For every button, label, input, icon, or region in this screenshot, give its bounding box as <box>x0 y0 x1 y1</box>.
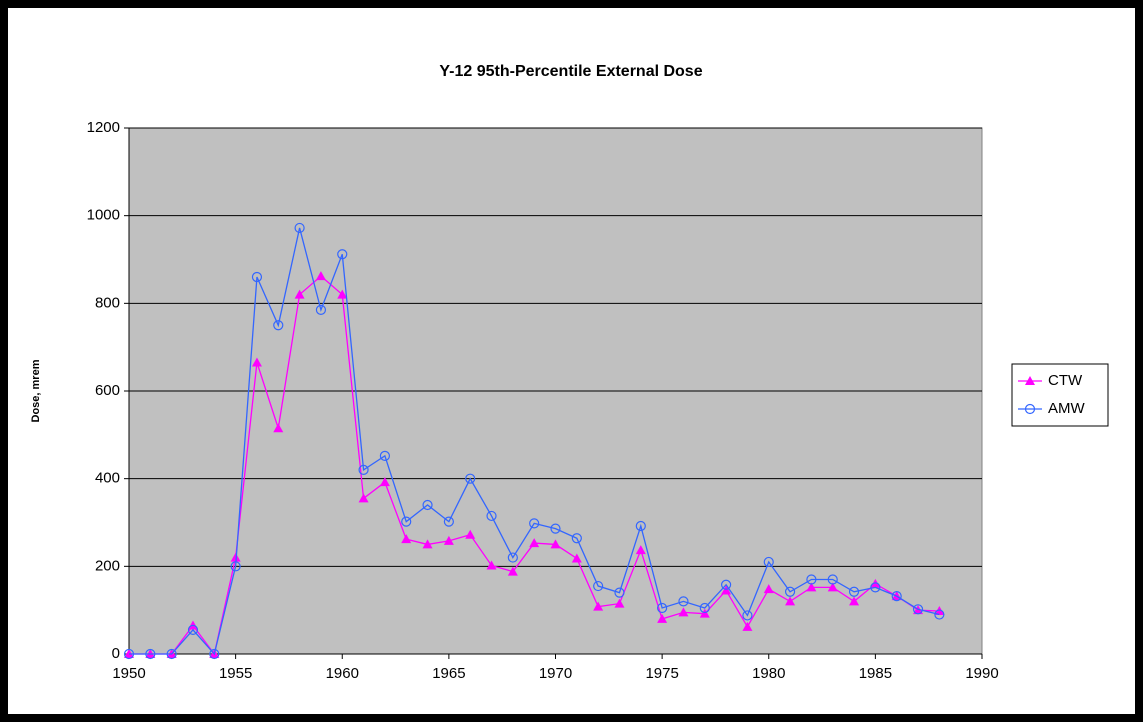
marker <box>337 249 348 260</box>
marker <box>657 613 668 623</box>
marker <box>294 222 305 234</box>
y-tick-label: 0 <box>112 645 120 662</box>
marker <box>593 601 604 611</box>
x-tick-label: 1990 <box>965 665 998 682</box>
marker <box>870 582 881 593</box>
y-tick-label: 200 <box>95 557 120 574</box>
x-tick-label: 1955 <box>219 665 252 682</box>
marker <box>635 520 646 532</box>
marker <box>507 566 518 576</box>
marker <box>614 598 625 608</box>
marker <box>1025 376 1035 385</box>
marker <box>849 596 860 606</box>
series-line <box>129 227 940 656</box>
marker <box>465 529 476 539</box>
marker <box>486 560 497 570</box>
y-tick-label: 400 <box>95 470 120 487</box>
marker <box>443 535 454 545</box>
y-tick-label: 1000 <box>87 207 120 224</box>
marker <box>209 648 220 660</box>
y-tick-label: 800 <box>95 294 120 311</box>
marker <box>358 493 369 503</box>
legend: CTW AMW <box>1011 363 1109 427</box>
marker <box>635 545 646 555</box>
marker <box>187 624 199 635</box>
marker <box>550 539 561 549</box>
x-tick-label: 1970 <box>539 665 572 682</box>
x-tick-label: 1950 <box>112 665 145 682</box>
marker <box>763 556 774 568</box>
marker <box>230 561 241 572</box>
marker <box>721 585 732 595</box>
y-axis-label: Dose, mrem <box>30 359 42 422</box>
marker <box>315 271 326 281</box>
marker <box>571 533 582 544</box>
marker <box>379 450 390 461</box>
y-tick-label: 600 <box>95 382 120 399</box>
marker <box>166 648 177 660</box>
marker <box>934 609 945 620</box>
marker <box>401 534 412 544</box>
marker <box>614 587 625 598</box>
marker <box>763 584 774 594</box>
marker <box>806 574 817 585</box>
y-tick-label: 1200 <box>87 119 120 136</box>
marker <box>891 591 902 602</box>
marker <box>806 582 817 592</box>
marker <box>699 602 710 614</box>
marker <box>720 579 732 590</box>
marker <box>379 477 390 487</box>
legend-box <box>1011 363 1109 427</box>
marker <box>529 538 540 548</box>
marker <box>123 648 135 660</box>
x-tick-label: 1980 <box>752 665 785 682</box>
legend-label: CTW <box>1048 372 1083 389</box>
marker <box>1024 403 1036 415</box>
marker <box>230 552 241 562</box>
marker <box>529 518 540 529</box>
x-tick-label: 1965 <box>432 665 465 682</box>
marker <box>358 464 369 475</box>
marker <box>550 523 561 534</box>
marker <box>465 473 476 484</box>
marker <box>422 499 433 511</box>
legend-label: AMW <box>1048 400 1086 417</box>
marker <box>422 539 433 549</box>
x-tick-label: 1960 <box>326 665 359 682</box>
marker <box>784 586 796 597</box>
marker <box>507 552 518 563</box>
marker <box>443 516 454 527</box>
marker <box>273 320 284 331</box>
marker <box>657 602 668 614</box>
marker <box>251 357 262 367</box>
marker <box>912 604 924 615</box>
x-tick-label: 1985 <box>859 665 892 682</box>
marker <box>848 586 860 597</box>
chart-title: Y-12 95th-Percentile External Dose <box>439 63 702 80</box>
marker <box>827 574 838 585</box>
x-tick-label: 1975 <box>645 665 678 682</box>
marker <box>486 510 497 522</box>
marker <box>678 596 689 607</box>
marker <box>827 582 838 592</box>
marker <box>145 648 156 660</box>
marker <box>401 516 412 527</box>
marker <box>251 271 263 283</box>
marker <box>742 621 753 631</box>
marker <box>294 289 305 299</box>
marker <box>337 289 348 299</box>
marker <box>593 580 604 592</box>
marker <box>273 423 284 433</box>
marker <box>785 596 796 606</box>
marker <box>678 607 689 617</box>
marker <box>699 608 710 618</box>
marker <box>315 304 327 316</box>
marker <box>571 553 582 563</box>
marker <box>742 610 753 621</box>
